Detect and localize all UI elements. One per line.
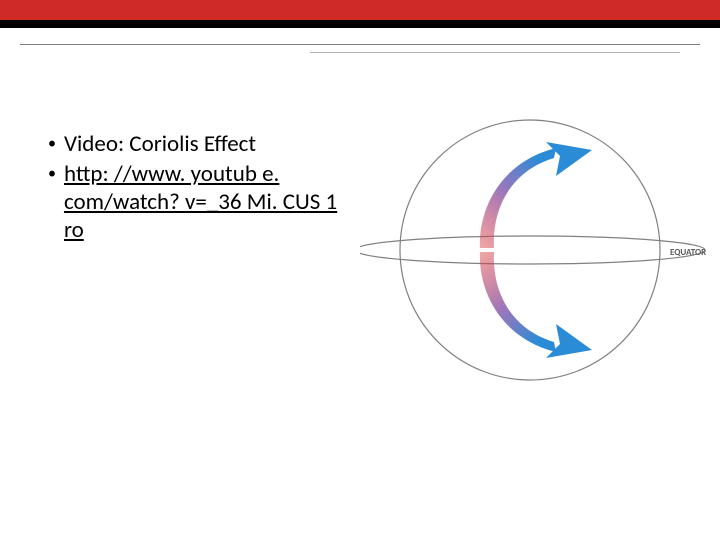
equator-label: EQUATOR <box>670 247 706 258</box>
bullet-item: • http: //www. youtub e. com/watch? v=_3… <box>48 160 358 244</box>
content-block: • Video: Coriolis Effect • http: //www. … <box>48 130 358 246</box>
bullet-text: Video: Coriolis Effect <box>64 130 256 158</box>
top-bar <box>0 0 720 28</box>
globe-svg: EQUATOR <box>360 100 710 400</box>
black-bar <box>0 20 720 28</box>
hr-line-1 <box>20 44 700 45</box>
bullet-dot-icon: • <box>48 160 56 188</box>
hr-line-2 <box>310 52 680 53</box>
bullet-link[interactable]: http: //www. youtub e. com/watch? v=_36 … <box>64 160 358 244</box>
red-bar <box>0 0 720 20</box>
bullet-dot-icon: • <box>48 130 56 158</box>
bullet-item: • Video: Coriolis Effect <box>48 130 358 158</box>
slide: • Video: Coriolis Effect • http: //www. … <box>0 0 720 540</box>
coriolis-figure: EQUATOR <box>360 100 710 400</box>
